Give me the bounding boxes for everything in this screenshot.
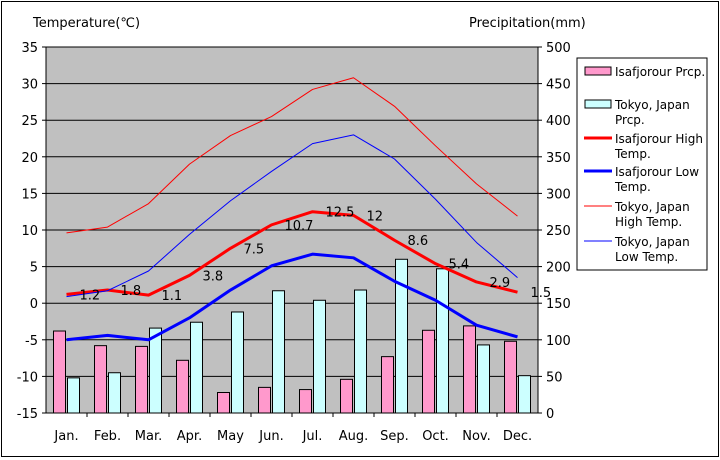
legend-label: Isafjorour High [615,132,703,146]
x-tick-label: Aug. [339,429,369,444]
data-label: 7.5 [244,242,265,257]
x-tick-label: Mar. [135,429,162,444]
x-tick-label: Oct. [422,429,449,444]
bar [477,344,490,414]
series-line [66,77,518,234]
legend-label: Prcp. [615,113,645,127]
legend-box [576,57,708,271]
bar [149,327,162,414]
left-tick-label: 20 [21,151,38,166]
left-tick-label: 25 [21,114,38,129]
data-label: 5.4 [449,258,470,273]
data-label: 12 [367,209,384,224]
bar [67,377,80,414]
legend-label: Temp. [614,180,651,194]
data-label: 10.7 [285,219,314,234]
bar [53,330,66,414]
x-tick-label: Feb. [94,429,121,444]
bar [258,386,271,414]
data-label: 12.5 [326,206,355,221]
bar [135,345,148,414]
bar [504,340,517,414]
bar [272,290,285,414]
data-labels: 1.2 1.8 1.1 3.8 7.5 10.7 12.5 12 8.6 5.4 2.9 1.5 [80,206,552,304]
data-label: 1.8 [121,284,142,299]
left-tick-label: 5 [30,261,38,276]
x-tick-label: Sep. [380,429,409,444]
bar [395,258,408,414]
bar [313,299,326,414]
legend-label: Low Temp. [615,250,678,264]
bar [463,325,476,414]
bar [436,268,449,414]
right-tick-label: 400 [546,114,571,129]
bar [422,329,435,414]
x-tick-label: Jan. [53,429,78,444]
bar [340,378,353,414]
x-tick-label: Apr. [177,429,202,444]
series-line [66,134,518,298]
left-tick-label: 35 [21,41,38,56]
right-tick-label: 200 [546,261,571,276]
bar [231,311,244,414]
left-tick-label: 10 [21,224,38,239]
series-line [66,210,518,297]
left-tick-label: -15 [17,407,38,422]
bar [108,372,121,414]
legend-label: Tokyo, Japan [614,200,690,214]
right-tick-label: 0 [546,407,554,422]
right-axis-title: Precipitation(mm) [469,16,586,31]
legend-label: Isafjorour Prcp. [615,65,705,79]
x-tick-label: Jun. [258,429,283,444]
bar [190,321,203,414]
lines [66,77,518,342]
data-label: 1.2 [80,288,101,303]
legend-label: High Temp. [615,215,682,229]
right-tick-label: 350 [546,151,571,166]
series-line [66,252,518,342]
right-tick-label: 150 [546,297,571,312]
left-tick-label: -5 [25,334,38,349]
right-tick-label: 450 [546,78,571,93]
right-tick-label: 250 [546,224,571,239]
left-tick-label: 0 [30,297,38,312]
grid-lines [46,83,538,377]
bar [299,389,312,414]
bar [381,356,394,414]
left-tick-label: 30 [21,78,38,93]
legend-label: Temp. [614,147,651,161]
left-tick-label: 15 [21,187,38,202]
bar [94,345,107,414]
bar [518,375,531,414]
legend: Isafjorour Prcp.Tokyo, JapanPrcp.Isafjor… [576,57,708,271]
data-label: 1.1 [162,289,183,304]
right-tick-label: 300 [546,187,571,202]
bar [354,289,367,414]
x-tick-label: Jul. [302,429,323,444]
right-tick-label: 50 [546,370,563,385]
left-tick-label: -10 [17,370,38,385]
legend-label: Tokyo, Japan [614,98,690,112]
x-tick-label: Nov. [462,429,491,444]
legend-label: Tokyo, Japan [614,235,690,249]
bar [217,392,230,414]
legend-label: Isafjorour Low [615,165,699,179]
data-label: 1.5 [531,286,552,301]
axes: -15-10-505101520253035050100150200250300… [17,41,571,444]
x-tick-label: May [217,429,244,444]
bars [53,258,531,414]
legend-swatch [584,99,612,109]
right-tick-label: 500 [546,41,571,56]
data-label: 8.6 [408,234,429,249]
bar [176,359,189,414]
legend-swatch [584,66,612,76]
data-label: 3.8 [203,269,224,284]
right-tick-label: 100 [546,334,571,349]
data-label: 2.9 [490,276,511,291]
left-axis-title: Temperature(℃) [32,16,140,31]
x-tick-label: Dec. [503,429,532,444]
